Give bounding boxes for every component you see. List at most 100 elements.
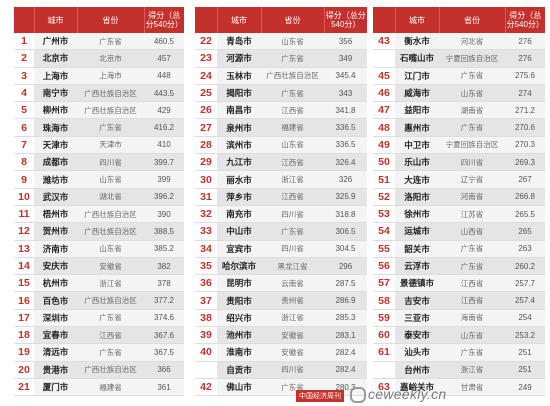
province-cell: 广东省 bbox=[261, 84, 324, 103]
city-cell: 九江市 bbox=[217, 153, 261, 172]
score-cell: 253.2 bbox=[505, 326, 545, 345]
score-cell: 271.2 bbox=[505, 101, 545, 120]
ranking-table: 城市 省份 得分（总分540分） 1 广州市 广东省 460.5 2 北京市 北京市 457 3… bbox=[14, 7, 184, 397]
score-cell: 367.5 bbox=[144, 343, 184, 362]
province-cell: 广东省 bbox=[439, 343, 505, 362]
rank-cell: 25 bbox=[195, 84, 217, 103]
province-cell: 宁夏回族自治区 bbox=[439, 49, 505, 68]
province-cell: 山东省 bbox=[439, 84, 505, 103]
score-cell: 265.5 bbox=[505, 205, 545, 224]
rank-cell: 61 bbox=[373, 343, 395, 362]
city-cell: 贺州市 bbox=[34, 222, 77, 241]
city-cell: 清远市 bbox=[34, 343, 77, 362]
ranking-table: 城市 省份 得分（总分540分） 43 衡水市 河北省 276 石嘴山市 宁夏回族自治区 2… bbox=[373, 7, 545, 397]
score-cell: 378 bbox=[144, 274, 184, 293]
table-row: 54 运城市 山西省 265 bbox=[373, 222, 545, 241]
city-cell: 衡水市 bbox=[395, 33, 439, 51]
rank-cell bbox=[195, 361, 217, 379]
province-cell: 广东省 bbox=[439, 257, 505, 276]
province-cell: 广东省 bbox=[77, 118, 144, 137]
city-cell: 韶关市 bbox=[395, 240, 439, 258]
rank-cell: 10 bbox=[14, 188, 34, 206]
table-row: 16 百色市 广西壮族自治区 377.2 bbox=[14, 291, 184, 310]
score-cell: 341.8 bbox=[324, 101, 367, 120]
table-row: 42 佛山市 广东省 280.3 bbox=[195, 378, 367, 397]
score-cell: 249 bbox=[505, 378, 545, 397]
rank-cell: 57 bbox=[373, 274, 395, 293]
table-row: 32 南充市 四川省 318.8 bbox=[195, 205, 367, 224]
score-cell: 304.5 bbox=[324, 240, 367, 258]
table-row: 26 南昌市 江西省 341.8 bbox=[195, 101, 367, 120]
rank-cell: 51 bbox=[373, 170, 395, 189]
ceweekly-logo: ceweekly.cn bbox=[350, 386, 447, 404]
table-row: 30 丽水市 浙江省 326 bbox=[195, 170, 367, 189]
table-row: 29 九江市 江西省 326.4 bbox=[195, 153, 367, 172]
table-row: 61 汕头市 广东省 251 bbox=[373, 343, 545, 362]
rank-cell: 30 bbox=[195, 170, 217, 189]
rank-cell: 55 bbox=[373, 240, 395, 258]
province-cell: 广东省 bbox=[77, 309, 144, 328]
score-cell: 251 bbox=[505, 343, 545, 362]
table-row: 38 绍兴市 浙江省 285.3 bbox=[195, 309, 367, 328]
province-cell: 江西省 bbox=[77, 326, 144, 345]
table-row: 10 武汉市 湖北省 396.2 bbox=[14, 188, 184, 206]
province-cell: 山东省 bbox=[261, 136, 324, 155]
city-cell: 泰安市 bbox=[395, 326, 439, 345]
rank-cell: 38 bbox=[195, 309, 217, 328]
province-cell: 江西省 bbox=[261, 153, 324, 172]
rank-cell: 18 bbox=[14, 326, 34, 345]
table-row: 19 清远市 广东省 367.5 bbox=[14, 343, 184, 362]
header-province: 省份 bbox=[438, 7, 505, 33]
score-cell: 366 bbox=[144, 361, 184, 379]
city-cell: 景德镇市 bbox=[395, 274, 439, 293]
province-cell: 广西壮族自治区 bbox=[77, 101, 144, 120]
city-cell: 绍兴市 bbox=[217, 309, 261, 328]
score-cell: 266.8 bbox=[505, 188, 545, 206]
rank-cell: 19 bbox=[14, 343, 34, 362]
table-row: 46 威海市 山东省 274 bbox=[373, 84, 545, 103]
logo-icon bbox=[350, 387, 366, 404]
province-cell: 贵州省 bbox=[261, 291, 324, 310]
score-cell: 286.9 bbox=[324, 291, 367, 310]
rank-cell: 59 bbox=[373, 309, 395, 328]
province-cell: 北京市 bbox=[77, 49, 144, 68]
table-row: 48 惠州市 广东省 270.6 bbox=[373, 118, 545, 137]
table-row: 50 乐山市 四川省 269.3 bbox=[373, 153, 545, 172]
rank-cell: 53 bbox=[373, 205, 395, 224]
score-cell: 374.6 bbox=[144, 309, 184, 328]
rank-cell: 23 bbox=[195, 49, 217, 68]
rank-cell: 21 bbox=[14, 378, 34, 397]
score-cell: 390 bbox=[144, 205, 184, 224]
score-cell: 267 bbox=[505, 170, 545, 189]
city-cell: 中卫市 bbox=[395, 136, 439, 155]
table-row: 17 深圳市 广东省 374.6 bbox=[14, 309, 184, 328]
table-row: 52 洛阳市 河南省 266.8 bbox=[373, 188, 545, 206]
city-cell: 梧州市 bbox=[34, 205, 77, 224]
city-cell: 淮南市 bbox=[217, 343, 261, 362]
city-cell: 佛山市 bbox=[217, 378, 261, 397]
score-cell: 257.7 bbox=[505, 274, 545, 293]
table-row: 60 泰安市 山东省 253.2 bbox=[373, 326, 545, 345]
score-cell: 265 bbox=[505, 222, 545, 241]
table-row: 56 云浮市 广东省 260.2 bbox=[373, 257, 545, 276]
rank-cell: 46 bbox=[373, 84, 395, 103]
city-cell: 武汉市 bbox=[34, 188, 77, 206]
city-cell: 益阳市 bbox=[395, 101, 439, 120]
province-cell: 宁夏回族自治区 bbox=[439, 136, 505, 155]
score-cell: 270.6 bbox=[505, 118, 545, 137]
table-row: 51 大连市 辽宁省 267 bbox=[373, 170, 545, 189]
city-cell: 南昌市 bbox=[217, 101, 261, 120]
province-cell: 福建省 bbox=[77, 378, 144, 397]
city-cell: 泉州市 bbox=[217, 118, 261, 137]
score-cell: 276 bbox=[505, 33, 545, 51]
table-row: 53 徐州市 江苏省 265.5 bbox=[373, 205, 545, 224]
city-cell: 贵港市 bbox=[34, 361, 77, 379]
score-cell: 460.5 bbox=[144, 33, 184, 51]
city-cell: 惠州市 bbox=[395, 118, 439, 137]
province-cell: 河南省 bbox=[439, 188, 505, 206]
table-row: 31 萍乡市 江西省 325.9 bbox=[195, 188, 367, 206]
province-cell: 黑龙江省 bbox=[261, 257, 324, 276]
score-cell: 276 bbox=[505, 49, 545, 68]
city-cell: 宜春市 bbox=[34, 326, 77, 345]
city-cell: 宜宾市 bbox=[217, 240, 261, 258]
